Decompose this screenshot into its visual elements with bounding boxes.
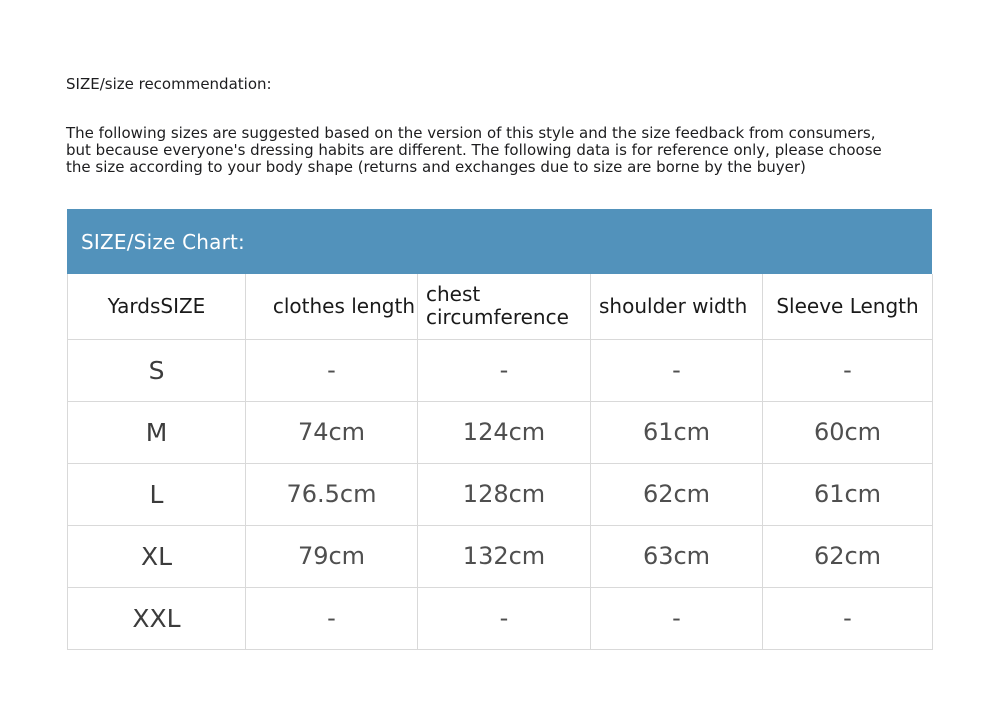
cell-sleeve-length: -	[762, 586, 933, 650]
table-row-s: S - - - -	[67, 338, 933, 402]
cell-shoulder-width: -	[590, 586, 763, 650]
cell-shoulder-width: 63cm	[590, 524, 763, 588]
column-header-clothes-length: clothes length	[245, 274, 418, 340]
table-row-l: L 76.5cm 128cm 62cm 61cm	[67, 462, 933, 526]
table-row-m: M 74cm 124cm 61cm 60cm	[67, 400, 933, 464]
table-row-xl: XL 79cm 132cm 63cm 62cm	[67, 524, 933, 588]
size-cell: M	[67, 400, 246, 464]
size-cell: L	[67, 462, 246, 526]
table-row-xxl: XXL - - - -	[67, 586, 933, 650]
size-recommendation-title: SIZE/size recommendation:	[66, 75, 272, 93]
column-header-chest-circumference: chest circumference	[417, 274, 591, 340]
size-cell: XXL	[67, 586, 246, 650]
column-header-size: YardsSIZE	[67, 274, 246, 340]
size-table: YardsSIZE clothes length chest circumfer…	[67, 274, 933, 650]
size-table-container: YardsSIZE clothes length chest circumfer…	[67, 274, 933, 650]
column-header-sleeve-length: Sleeve Length	[762, 274, 933, 340]
size-cell: XL	[67, 524, 246, 588]
size-chart-banner: SIZE/Size Chart:	[67, 209, 932, 274]
cell-sleeve-length: -	[762, 338, 933, 402]
cell-shoulder-width: 62cm	[590, 462, 763, 526]
cell-clothes-length: 76.5cm	[245, 462, 418, 526]
cell-shoulder-width: -	[590, 338, 763, 402]
cell-chest-circumference: -	[417, 586, 591, 650]
header-row: YardsSIZE clothes length chest circumfer…	[67, 274, 933, 340]
paragraph-line: The following sizes are suggested based …	[66, 124, 876, 142]
cell-clothes-length: -	[245, 586, 418, 650]
size-chart-banner-label: SIZE/Size Chart:	[81, 229, 245, 254]
paragraph-line: the size according to your body shape (r…	[66, 158, 806, 176]
column-header-shoulder-width: shoulder width	[590, 274, 763, 340]
size-recommendation-paragraph: The following sizes are suggested based …	[66, 125, 946, 176]
cell-chest-circumference: 132cm	[417, 524, 591, 588]
cell-clothes-length: -	[245, 338, 418, 402]
cell-sleeve-length: 61cm	[762, 462, 933, 526]
cell-shoulder-width: 61cm	[590, 400, 763, 464]
cell-clothes-length: 79cm	[245, 524, 418, 588]
cell-clothes-length: 74cm	[245, 400, 418, 464]
cell-sleeve-length: 62cm	[762, 524, 933, 588]
cell-chest-circumference: 124cm	[417, 400, 591, 464]
cell-sleeve-length: 60cm	[762, 400, 933, 464]
paragraph-line: but because everyone's dressing habits a…	[66, 141, 882, 159]
cell-chest-circumference: 128cm	[417, 462, 591, 526]
cell-chest-circumference: -	[417, 338, 591, 402]
size-cell: S	[67, 338, 246, 402]
